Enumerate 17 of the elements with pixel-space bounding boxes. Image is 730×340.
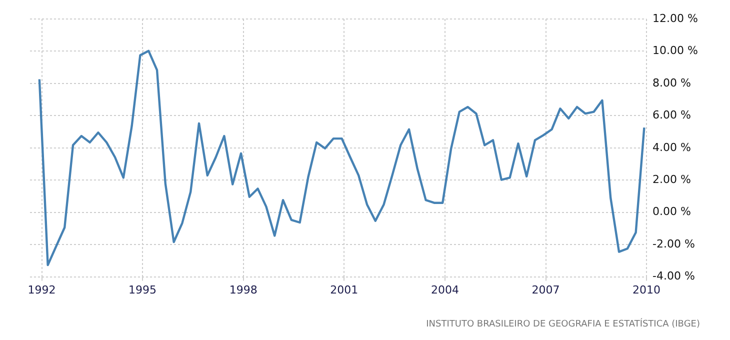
x-tick-label: 1998 [229,283,258,296]
y-tick-label: -4.00 % [652,270,695,283]
y-tick-label: 8.00 % [652,76,692,90]
x-tick-label: 2007 [532,283,560,296]
y-tick-label: -2.00 % [652,237,695,250]
y-tick-label: 0.00 % [652,205,692,218]
x-tick-label: 1992 [28,283,56,296]
y-tick-label: 10.00 % [652,44,698,58]
text: INSTITUTO BRASILEIRO DE GEOGRAFIA E ESTATÍSTICA (IBGE) [426,317,700,330]
y-tick-label: 2.00 % [652,172,692,186]
x-tick-label: 2001 [330,283,358,296]
x-tick-label: 2010 [632,283,661,296]
x-tick-label: 1995 [128,283,157,296]
x-tick-label: 2004 [430,283,459,296]
y-tick-label: 4.00 % [652,140,692,154]
y-tick-label: 6.00 % [652,108,692,122]
y-tick-label: 12.00 % [652,12,698,25]
